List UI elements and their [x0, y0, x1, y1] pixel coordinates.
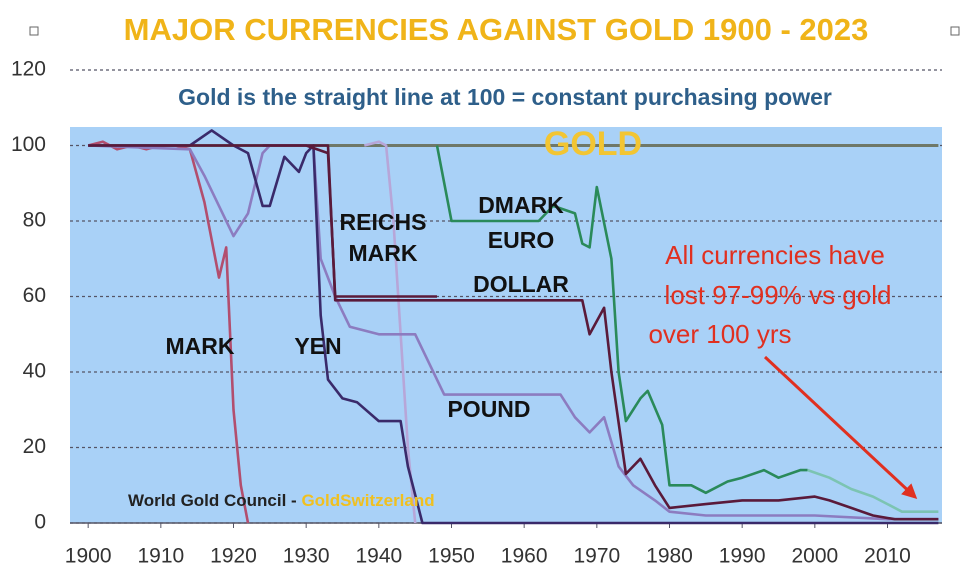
- x-tick-label: 1980: [646, 545, 693, 568]
- series-line: [363, 140, 417, 524]
- y-tick-label: 0: [34, 511, 46, 534]
- corner-icon: [950, 26, 960, 36]
- chart-title: MAJOR CURRENCIES AGAINST GOLD 1900 - 202…: [124, 12, 869, 47]
- annotation: All currencies have: [665, 240, 885, 270]
- source-text: World Gold Council -: [128, 491, 301, 510]
- source: World Gold Council - GoldSwitzerland: [128, 491, 435, 510]
- x-tick-label: 1960: [501, 545, 548, 568]
- x-tick-label: 1970: [573, 545, 620, 568]
- series-label-line: REICHS: [340, 209, 427, 235]
- source-text: GoldSwitzerland: [301, 491, 434, 510]
- y-tick-label: 40: [23, 360, 46, 383]
- x-tick-label: 1900: [65, 545, 112, 568]
- x-tick-label: 2000: [791, 545, 838, 568]
- series-label: EURO: [488, 227, 554, 253]
- arrow: [763, 355, 918, 500]
- x-tick-label: 1910: [137, 545, 184, 568]
- x-tick-label: 1990: [719, 545, 766, 568]
- x-tick-label: 1950: [428, 545, 475, 568]
- subtitle: Gold is the straight line at 100 = const…: [178, 84, 832, 110]
- corner-icon: [29, 26, 39, 36]
- series-label-line: MARK: [349, 240, 418, 266]
- y-tick-label: 100: [11, 133, 46, 156]
- series-line: [88, 144, 939, 521]
- series-line: [87, 140, 250, 524]
- y-tick-label: 60: [23, 284, 46, 307]
- y-tick-label: 20: [23, 435, 46, 458]
- y-tick-label: 120: [11, 58, 46, 81]
- series-label: POUND: [447, 396, 530, 422]
- x-tick-label: 1920: [210, 545, 257, 568]
- series-label: YEN: [294, 333, 341, 359]
- series-label: REICHS MARK: [340, 209, 427, 266]
- annotation: over 100 yrs: [648, 319, 791, 349]
- series-label: DMARK: [478, 192, 564, 218]
- annotation: lost 97-99% vs gold: [665, 280, 892, 310]
- x-tick-label: 2010: [864, 545, 911, 568]
- series-line: [807, 468, 939, 513]
- plot-background: [70, 127, 942, 523]
- series-line: [88, 144, 939, 521]
- series-label: GOLD: [544, 125, 642, 163]
- series-label: MARK: [166, 333, 235, 359]
- series-line: [435, 145, 808, 495]
- y-tick-label: 80: [23, 209, 46, 232]
- series-label: DOLLAR: [473, 271, 569, 297]
- x-tick-label: 1940: [355, 545, 402, 568]
- x-tick-label: 1930: [283, 545, 330, 568]
